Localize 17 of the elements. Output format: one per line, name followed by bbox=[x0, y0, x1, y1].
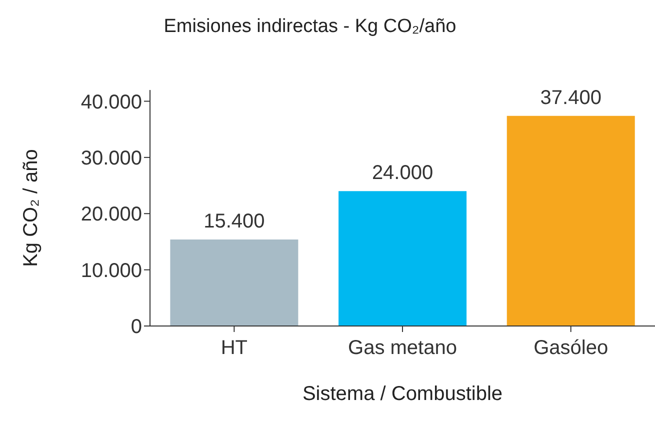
y-axis-title: Kg CO₂ / año bbox=[20, 149, 42, 267]
data-label: 15.400 bbox=[204, 210, 265, 232]
bar bbox=[338, 191, 467, 326]
bar bbox=[506, 116, 635, 326]
y-tick-label: 0 bbox=[130, 316, 142, 338]
x-tick-label: HT bbox=[220, 337, 248, 360]
x-axis-title: Sistema / Combustible bbox=[302, 383, 503, 405]
chart-title: Emisiones indirectas - Kg CO₂/año bbox=[162, 16, 458, 38]
bar bbox=[170, 239, 298, 326]
x-tick-label: Gasóleo bbox=[534, 337, 608, 360]
y-tick-label: 10.000 bbox=[80, 260, 142, 282]
y-tick-label: 30.000 bbox=[80, 148, 142, 170]
data-label: 37.400 bbox=[540, 86, 602, 109]
x-tick-label: Gas metano bbox=[348, 337, 457, 360]
y-tick-label: 20.000 bbox=[80, 204, 142, 226]
data-label: 24.000 bbox=[372, 162, 434, 184]
y-tick-label: 40.000 bbox=[80, 91, 142, 114]
